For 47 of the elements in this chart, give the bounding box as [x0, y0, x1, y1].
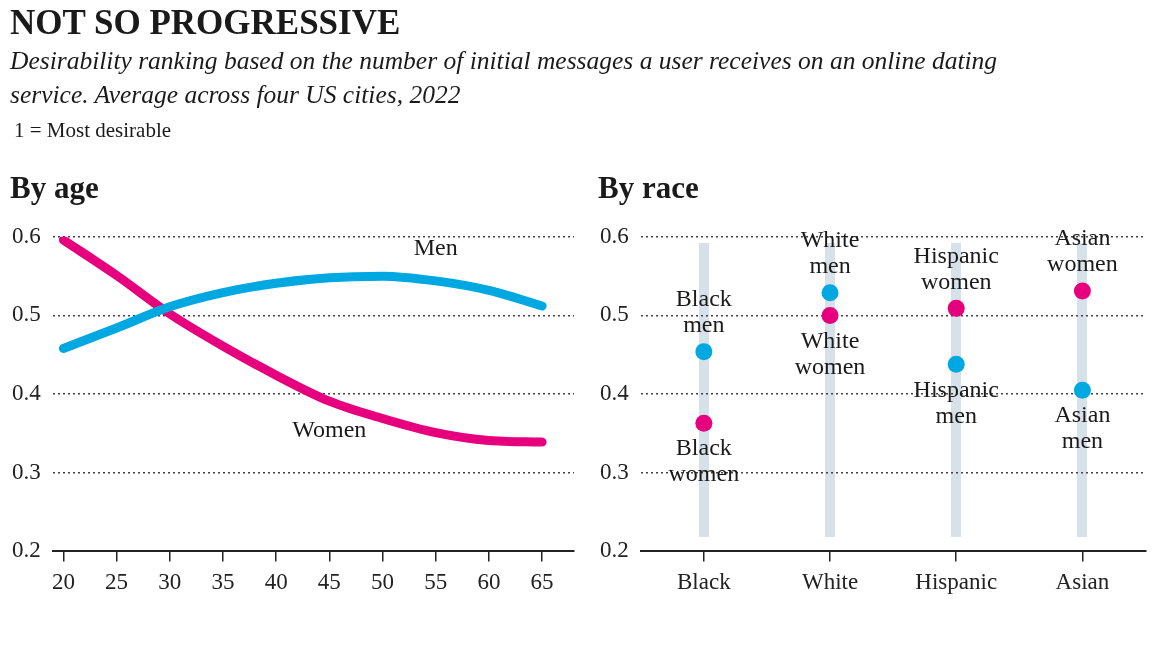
annotation: Asian men — [1054, 401, 1111, 454]
x-tick-label: 50 — [371, 569, 395, 595]
x-tick-label: 30 — [158, 569, 182, 595]
y-tick-label: 0.3 — [12, 458, 41, 484]
y-tick-label: 0.4 — [12, 380, 42, 406]
text: NOT SO PROGRESSIVE — [9, 2, 402, 44]
x-tick-label: 35 — [211, 569, 235, 595]
annotation: Asian women — [1047, 224, 1118, 277]
y-tick-label: 0.3 — [600, 458, 629, 484]
point — [695, 414, 713, 432]
y-tick-label: 0.5 — [600, 301, 629, 327]
annotation: Hispanic women — [913, 241, 999, 294]
annotation: Hispanic men — [913, 375, 999, 428]
x-tick-label: White — [801, 569, 859, 595]
x-tick-label: 20 — [51, 569, 75, 595]
x-tick-label: 55 — [424, 569, 448, 595]
point — [947, 299, 965, 317]
point — [947, 355, 965, 373]
y-tick-label: 0.2 — [12, 537, 41, 563]
text: 1 = Most desirable — [13, 117, 173, 144]
x-tick-label: 60 — [477, 569, 501, 595]
chart-title: By age — [9, 169, 100, 207]
x-tick-label: Black — [677, 569, 732, 595]
annotation: White women — [794, 326, 866, 379]
x-tick-label: Hispanic — [915, 569, 998, 595]
series-label: Women — [292, 416, 367, 443]
point — [821, 306, 839, 324]
x-tick-label: 25 — [105, 569, 129, 595]
x-tick-label: 45 — [317, 569, 341, 595]
series-label: Men — [413, 234, 458, 261]
x-tick-label: 40 — [264, 569, 288, 595]
point — [695, 343, 713, 361]
point — [1073, 381, 1091, 399]
y-tick-label: 0.4 — [600, 380, 630, 406]
x-tick-label: Asian — [1055, 569, 1110, 595]
y-tick-label: 0.6 — [12, 222, 41, 248]
x-tick-label: 65 — [530, 569, 554, 595]
point — [1073, 282, 1091, 300]
annotation: Black men — [675, 284, 732, 337]
y-tick-label: 0.2 — [600, 537, 629, 563]
chart-title: By race — [597, 169, 700, 207]
annotation: Black women — [668, 434, 740, 487]
y-tick-label: 0.5 — [12, 301, 41, 327]
point — [821, 284, 839, 302]
text: Desirability ranking based on the number of initial messages a user receives on an online dating service. Average across four US cities, 2022 — [8, 45, 999, 111]
annotation: White men — [800, 225, 860, 278]
y-tick-label: 0.6 — [600, 222, 629, 248]
